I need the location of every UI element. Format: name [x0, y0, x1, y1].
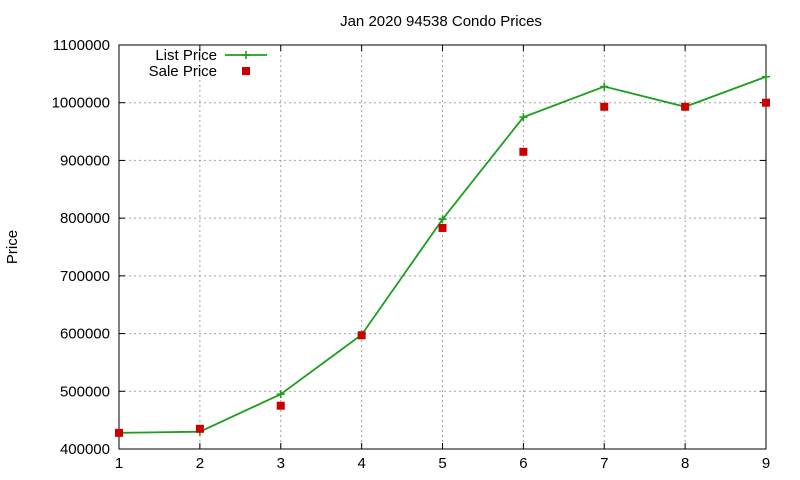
y-tick-label: 700000	[60, 268, 110, 285]
x-tick-label: 4	[357, 455, 365, 472]
data-point	[115, 428, 123, 437]
data-point	[438, 223, 447, 232]
data-point	[519, 147, 528, 156]
x-tick-label: 8	[681, 455, 689, 472]
legend-marker	[242, 67, 250, 75]
x-tick-label: 3	[277, 455, 285, 472]
series	[115, 72, 770, 437]
x-tick-label: 7	[600, 455, 608, 472]
y-axis-label: Price	[4, 230, 21, 264]
series-1	[115, 72, 770, 437]
grid	[119, 45, 766, 449]
y-tick-label: 1000000	[52, 95, 110, 112]
data-point	[195, 424, 204, 433]
data-point	[357, 331, 366, 340]
data-point	[762, 72, 770, 81]
y-tick-label: 1100000	[53, 37, 110, 54]
legend-marker	[242, 51, 250, 59]
x-tick-label: 2	[196, 455, 204, 472]
y-axis-ticks: 400000 500000 600000 700000 800000 900000 1000…	[52, 37, 766, 458]
y-tick-label: 900000	[60, 152, 110, 169]
data-point	[681, 102, 690, 111]
series-2	[115, 98, 770, 437]
x-tick-label: 1	[115, 455, 123, 472]
legend-item: List Price	[155, 47, 267, 64]
data-point	[519, 113, 528, 122]
x-tick-label: 6	[519, 455, 527, 472]
x-tick-label: 5	[438, 455, 446, 472]
x-tick-label: 9	[762, 455, 770, 472]
y-tick-label: 400000	[60, 441, 110, 458]
legend-label: List Price	[155, 47, 217, 64]
x-axis-ticks: 1 2 3 4 5 6 7 8 9	[115, 45, 770, 472]
y-tick-label: 500000	[60, 383, 110, 400]
legend-item: Sale Price	[149, 63, 250, 80]
data-point	[276, 401, 285, 410]
chart-title: Jan 2020 94538 Condo Prices	[340, 13, 542, 30]
data-point	[600, 102, 609, 111]
data-point	[762, 98, 770, 107]
data-point	[276, 390, 285, 399]
legend-label: Sale Price	[149, 63, 217, 80]
y-tick-label: 800000	[60, 210, 110, 227]
data-point	[600, 82, 609, 91]
y-tick-label: 600000	[60, 326, 110, 343]
data-point	[438, 215, 447, 224]
